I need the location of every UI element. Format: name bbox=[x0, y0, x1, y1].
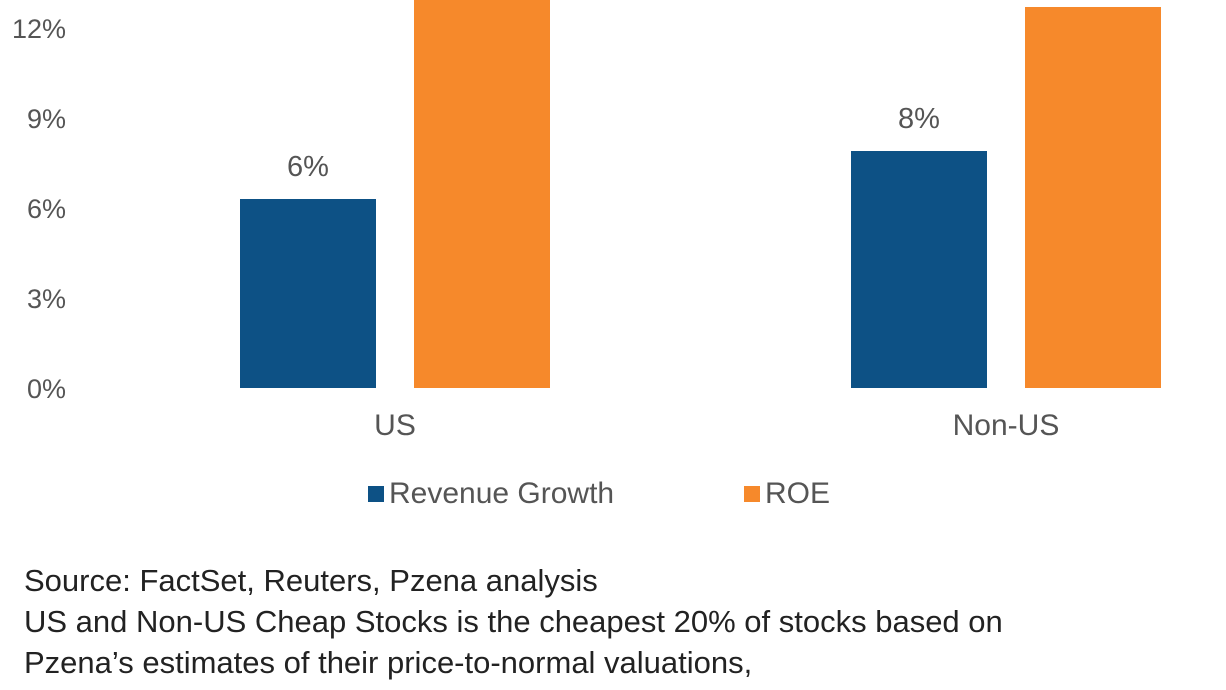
definition-note-line-2: Pzena’s estimates of their price-to-norm… bbox=[24, 645, 753, 680]
bar-revenue-growth-non-us bbox=[851, 151, 987, 388]
legend-label-roe: ROE bbox=[765, 477, 830, 510]
y-axis: 0% 3% 6% 9% 12% bbox=[12, 14, 66, 404]
data-label-revenue-growth-non-us: 8% bbox=[898, 103, 940, 135]
bar-roe-non-us bbox=[1025, 7, 1161, 388]
source-note: Source: FactSet, Reuters, Pzena analysis bbox=[24, 563, 598, 598]
data-label-revenue-growth-us: 6% bbox=[287, 151, 329, 183]
category-axis: US Non-US bbox=[374, 409, 1059, 442]
y-tick-label-0: 0% bbox=[27, 374, 66, 404]
bar-revenue-growth-us bbox=[240, 199, 376, 388]
legend-label-revenue-growth: Revenue Growth bbox=[389, 477, 614, 510]
bar-chart: 0% 3% 6% 9% 12% 6% 8% US Non-US Revenue Growth… bbox=[12, 0, 1161, 510]
y-tick-label-12: 12% bbox=[12, 14, 66, 44]
chart-notes: Source: FactSet, Reuters, Pzena analysis… bbox=[24, 560, 1214, 683]
y-tick-label-3: 3% bbox=[27, 284, 66, 314]
legend-swatch-roe bbox=[744, 486, 760, 502]
legend: Revenue Growth ROE bbox=[368, 477, 830, 510]
bar-roe-us bbox=[414, 0, 550, 388]
category-label-us: US bbox=[374, 409, 416, 442]
definition-note-line-1: US and Non-US Cheap Stocks is the cheape… bbox=[24, 604, 1003, 639]
legend-swatch-revenue-growth bbox=[368, 486, 384, 502]
y-tick-label-6: 6% bbox=[27, 194, 66, 224]
y-tick-label-9: 9% bbox=[27, 104, 66, 134]
bars: 6% 8% bbox=[240, 0, 1161, 388]
category-label-non-us: Non-US bbox=[953, 409, 1060, 442]
